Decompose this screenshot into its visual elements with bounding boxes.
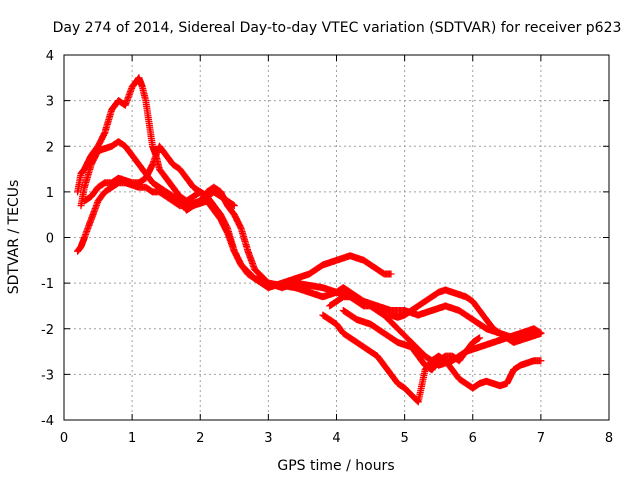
y-tick-label: -4 xyxy=(41,414,54,429)
x-tick-label: 2 xyxy=(196,431,204,446)
y-tick-label: 0 xyxy=(46,232,54,247)
x-axis-label: GPS time / hours xyxy=(277,458,394,474)
plus-markers xyxy=(339,307,484,374)
series-track-7 xyxy=(339,307,484,374)
y-axis-label: SDTVAR / TECUs xyxy=(6,180,22,295)
plus-markers xyxy=(326,286,545,346)
chart-title: Day 274 of 2014, Sidereal Day-to-day VTE… xyxy=(53,20,622,36)
plus-markers xyxy=(319,311,545,406)
x-tick-label: 5 xyxy=(400,431,408,446)
x-tick-label: 3 xyxy=(264,431,272,446)
series-track-4 xyxy=(80,142,238,210)
y-tick-label: 4 xyxy=(46,49,54,64)
plus-markers xyxy=(80,142,238,210)
x-tick-label: 1 xyxy=(128,431,136,446)
series-track-6 xyxy=(326,286,545,346)
y-tick-label: 1 xyxy=(46,186,54,201)
y-axis-ticks: -4 -3 -2 -1 0 1 2 3 4 xyxy=(41,49,609,429)
x-tick-label: 4 xyxy=(332,431,340,446)
x-tick-label: 8 xyxy=(605,431,613,446)
x-tick-label: 7 xyxy=(537,431,545,446)
y-tick-label: -1 xyxy=(41,277,54,292)
series-track-5 xyxy=(319,311,545,406)
plus-markers xyxy=(74,179,545,342)
x-tick-label: 0 xyxy=(60,431,68,446)
series-track-2 xyxy=(74,179,545,342)
y-tick-label: -2 xyxy=(41,323,54,338)
data-points xyxy=(74,74,545,406)
y-tick-label: 2 xyxy=(46,140,54,155)
x-axis-ticks: 0 1 2 3 4 5 6 7 8 xyxy=(60,55,613,446)
y-tick-label: -3 xyxy=(41,368,54,383)
x-tick-label: 6 xyxy=(469,431,477,446)
y-tick-label: 3 xyxy=(46,95,54,110)
